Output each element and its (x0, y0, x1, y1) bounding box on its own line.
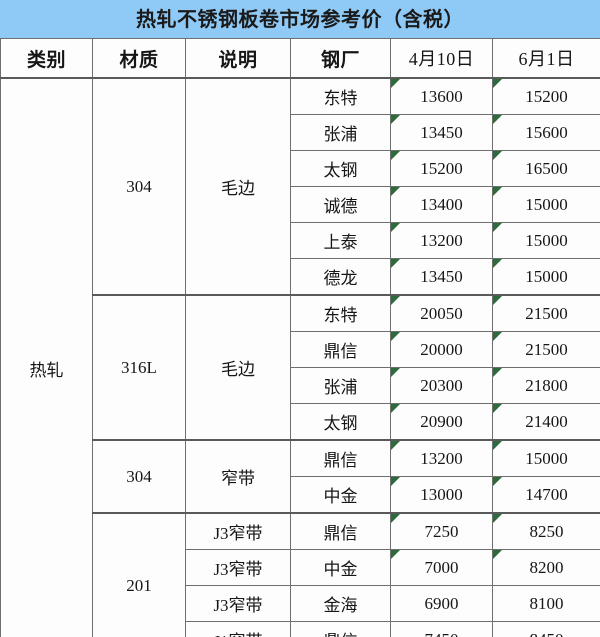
cell-material: 316L (92, 294, 186, 441)
cell-price-apr: 6900 (390, 585, 493, 622)
cell-mill: 太钢 (290, 403, 391, 441)
cell-spec: J3窄带 (185, 512, 291, 550)
page-title: 热轧不锈钢板卷市场参考价（含税） (136, 7, 464, 31)
table-row: J1窄带 鼎信 7450 8450 (1, 621, 600, 637)
cell-price-jun: 15000 (492, 222, 600, 259)
cell-mill: 东特 (290, 77, 391, 115)
cell-spec: 毛边 (185, 77, 291, 296)
column-header-category: 类别 (0, 38, 93, 79)
cell-price-apr: 20050 (390, 294, 493, 332)
cell-material: 304 (92, 439, 186, 514)
cell-price-apr: 13000 (390, 476, 493, 514)
table-row: 304 窄带 鼎信 13200 15000 (1, 439, 600, 514)
cell-mill: 中金 (290, 476, 391, 514)
cell-mill: 鼎信 (290, 439, 391, 477)
cell-price-apr: 15200 (390, 150, 493, 187)
table-row: 诚德 13400 15000 (1, 186, 600, 223)
column-header-material: 材质 (92, 38, 186, 79)
cell-category: 热轧 (0, 77, 93, 637)
cell-spec: J3窄带 (185, 549, 291, 586)
column-header-spec: 说明 (185, 38, 291, 79)
cell-mill: 上泰 (290, 222, 391, 259)
cell-price-jun: 21500 (492, 294, 600, 332)
price-table: 类别 材质 说明 钢厂 4月10日 6月1日 热轧 304 毛边 东特 1360… (0, 38, 600, 637)
column-header-mill: 钢厂 (290, 38, 391, 79)
table-row: 太钢 20900 21400 (1, 403, 600, 441)
table-row: 热轧 304 毛边 东特 13600 15200 (0, 77, 600, 637)
table-row: 德龙 13450 15000 (1, 258, 600, 296)
table-row: 张浦 20300 21800 (1, 367, 600, 404)
cell-price-jun: 14700 (492, 476, 600, 514)
cell-mill: 鼎信 (290, 512, 391, 550)
cell-price-apr: 20000 (390, 331, 493, 368)
cell-price-apr: 13450 (390, 114, 493, 151)
column-header-price-jun: 6月1日 (492, 38, 600, 79)
cell-price-apr: 7450 (390, 621, 493, 637)
cell-price-apr: 13400 (390, 186, 493, 223)
table-row: 316L 毛边 东特 20050 21500 (1, 294, 600, 441)
cell-mill: 太钢 (290, 150, 391, 187)
cell-mill: 张浦 (290, 114, 391, 151)
cell-mill: 东特 (290, 294, 391, 332)
cell-price-jun: 15000 (492, 439, 600, 477)
cell-price-jun: 8450 (492, 621, 600, 637)
table-row: J3窄带 金海 6900 8100 (1, 585, 600, 622)
column-header-price-apr: 4月10日 (390, 38, 493, 79)
cell-price-apr: 20900 (390, 403, 493, 441)
cell-price-jun: 8200 (492, 549, 600, 586)
cell-price-apr: 13450 (390, 258, 493, 296)
table-row: 201 J3窄带 鼎信 7250 8250 (1, 512, 600, 637)
cell-price-jun: 15000 (492, 186, 600, 223)
cell-price-apr: 13600 (390, 77, 493, 115)
cell-price-jun: 21800 (492, 367, 600, 404)
table-row: 上泰 13200 15000 (1, 222, 600, 259)
cell-price-jun: 21500 (492, 331, 600, 368)
cell-material: 304 (92, 77, 186, 296)
cell-price-apr: 7250 (390, 512, 493, 550)
table-header-row: 类别 材质 说明 钢厂 4月10日 6月1日 (0, 38, 600, 79)
cell-price-jun: 8250 (492, 512, 600, 550)
cell-mill: 金海 (290, 585, 391, 622)
cell-price-apr: 20300 (390, 367, 493, 404)
cell-mill: 鼎信 (290, 621, 391, 637)
cell-price-jun: 15200 (492, 77, 600, 115)
cell-price-jun: 8100 (492, 585, 600, 622)
cell-material: 201 (92, 512, 186, 637)
table-body: 类别 材质 说明 钢厂 4月10日 6月1日 热轧 304 毛边 东特 1360… (0, 38, 600, 637)
cell-price-jun: 15000 (492, 258, 600, 296)
cell-mill: 张浦 (290, 367, 391, 404)
cell-spec: J3窄带 (185, 585, 291, 622)
cell-price-jun: 16500 (492, 150, 600, 187)
cell-mill: 诚德 (290, 186, 391, 223)
cell-spec: 毛边 (185, 294, 291, 441)
cell-price-jun: 15600 (492, 114, 600, 151)
table-title-bar: 热轧不锈钢板卷市场参考价（含税） (0, 0, 600, 38)
cell-price-jun: 21400 (492, 403, 600, 441)
cell-price-apr: 13200 (390, 222, 493, 259)
cell-mill: 中金 (290, 549, 391, 586)
cell-mill: 鼎信 (290, 331, 391, 368)
cell-price-apr: 7000 (390, 549, 493, 586)
cell-mill: 德龙 (290, 258, 391, 296)
cell-spec: J1窄带 (185, 621, 291, 637)
cell-spec: 窄带 (185, 439, 291, 514)
cell-price-apr: 13200 (390, 439, 493, 477)
table-row: J3窄带 中金 7000 8200 (1, 549, 600, 586)
